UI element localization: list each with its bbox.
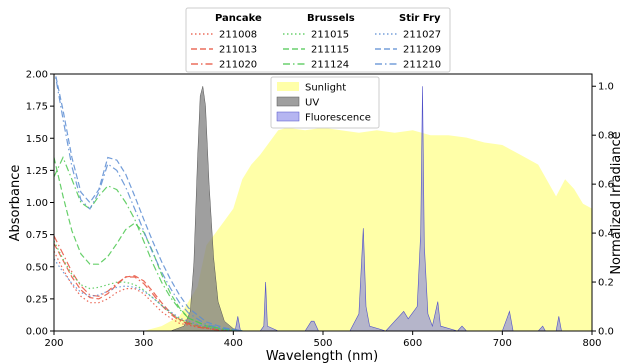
y-right-tick-label: 0.6 [598, 180, 614, 191]
irradiance-legend-swatch [277, 82, 299, 91]
series-211115 [54, 157, 243, 331]
plot-content [54, 74, 592, 331]
y-left-tick-label: 0.75 [26, 230, 48, 241]
y-left-tick-label: 1.25 [26, 166, 48, 177]
y-left-tick-label: 0.25 [26, 294, 48, 305]
x-tick-label: 200 [44, 338, 63, 349]
series-211210 [54, 74, 243, 331]
absorbance-legend-entry: 211210 [403, 60, 441, 71]
absorbance-legend: Pancake 211008 211013 211020 Brussels 211015 2… [185, 7, 451, 73]
y-left-tick-label: 1.50 [26, 134, 48, 145]
series-211015 [54, 240, 234, 331]
x-tick-label: 400 [224, 338, 243, 349]
x-tick-label: 300 [134, 338, 153, 349]
y-right-tick-label: 0.0 [598, 327, 614, 338]
series-211209 [54, 74, 243, 331]
absorbance-legend-entry: 211015 [311, 30, 349, 41]
absorbance-legend-entry: 211027 [403, 30, 441, 41]
absorbance-legend-entry: 211115 [311, 45, 349, 56]
y-left-tick-label: 1.00 [26, 198, 48, 209]
y-right-tick-label: 1.0 [598, 82, 614, 93]
absorbance-legend-entry: 211008 [219, 30, 257, 41]
axes: 200 300 400 500 600 700 800 0.00 0.25 0.50 0.75 1.0… [26, 70, 614, 350]
irradiance-legend-label: Fluorescence [305, 113, 371, 124]
irradiance-legend: Sunlight UV Fluorescence [270, 76, 380, 129]
absorbance-legend-entry: 211020 [219, 60, 257, 71]
irradiance-legend-swatch [276, 111, 300, 122]
absorbance-legend-group-title: Stir Fry [399, 13, 441, 24]
series-211013 [54, 243, 234, 331]
y-right-tick-label: 0.2 [598, 278, 614, 289]
y-right-tick-label: 0.4 [598, 229, 614, 240]
irradiance-legend-swatch [276, 96, 300, 107]
y-axis-label-left: Absorbance [8, 165, 23, 242]
absorbance-legend-entry: 211209 [403, 45, 441, 56]
irradiance-legend-label: Sunlight [305, 83, 346, 94]
series-211027 [54, 258, 234, 331]
x-tick-label: 700 [493, 338, 512, 349]
sunlight-area [143, 127, 592, 331]
y-right-tick-label: 0.8 [598, 131, 614, 142]
absorbance-legend-group-title: Pancake [215, 13, 262, 24]
x-tick-label: 500 [313, 338, 332, 349]
absorbance-legend-entry: 211013 [219, 45, 257, 56]
series-211020 [54, 235, 234, 331]
fluorescence-area [197, 86, 592, 331]
y-left-tick-label: 1.75 [26, 102, 48, 113]
x-axis-label: Wavelength (nm) [266, 349, 378, 364]
absorbance-legend-group-title: Brussels [307, 13, 355, 24]
x-tick-label: 800 [582, 338, 601, 349]
y-left-tick-label: 0.00 [26, 327, 48, 338]
y-axis-label-right: Normalized Irradiance [609, 131, 624, 274]
y-left-tick-label: 0.50 [26, 262, 48, 273]
plot-area [54, 74, 592, 331]
absorbance-legend-box [185, 7, 451, 73]
y-left-tick-label: 2.00 [26, 70, 48, 81]
uv-area [170, 86, 243, 331]
x-tick-label: 600 [403, 338, 422, 349]
series-211008 [54, 251, 234, 331]
irradiance-legend-label: UV [305, 98, 319, 109]
absorbance-legend-entry: 211124 [311, 60, 349, 71]
